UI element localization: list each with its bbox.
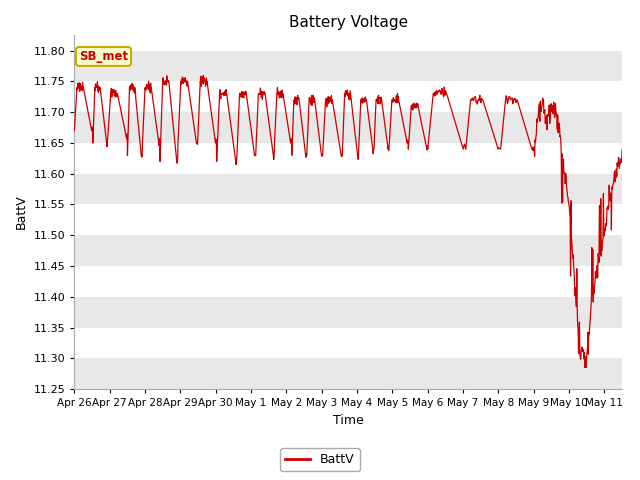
Bar xyxy=(74,358,622,389)
Title: Battery Voltage: Battery Voltage xyxy=(289,15,408,30)
Bar xyxy=(74,143,622,174)
Bar xyxy=(74,51,622,82)
Bar xyxy=(74,82,622,112)
Bar xyxy=(74,297,622,327)
Text: SB_met: SB_met xyxy=(79,50,128,63)
Legend: BattV: BattV xyxy=(280,448,360,471)
Bar xyxy=(74,235,622,266)
X-axis label: Time: Time xyxy=(333,414,364,427)
Bar xyxy=(74,327,622,358)
Bar xyxy=(74,204,622,235)
Bar xyxy=(74,266,622,297)
Bar xyxy=(74,112,622,143)
Y-axis label: BattV: BattV xyxy=(15,195,28,229)
Bar xyxy=(74,174,622,204)
